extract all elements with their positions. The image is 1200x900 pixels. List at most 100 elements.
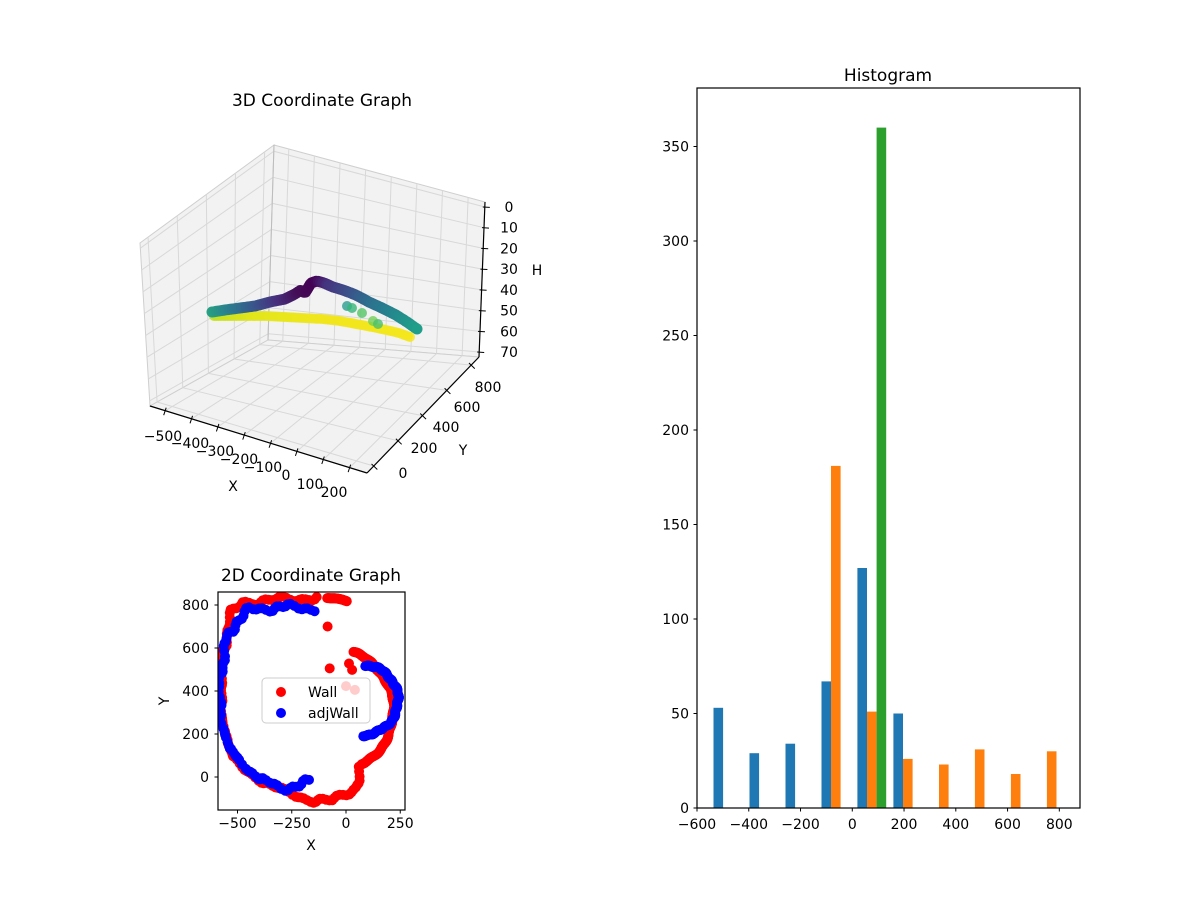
grid-line-3d: [156, 401, 374, 467]
stray-point-3d: [357, 308, 367, 318]
tick-label: 250: [387, 816, 414, 832]
tick-label: −300: [196, 444, 234, 460]
grid-line-3d: [176, 215, 184, 388]
tick-label: 0: [282, 468, 291, 484]
grid-line-3d: [282, 148, 290, 342]
tick-label: 20: [500, 241, 518, 257]
adjwall-3d-band: [405, 332, 415, 342]
grid-line-3d: [273, 150, 485, 208]
grid-line-3d: [217, 344, 335, 428]
tick-label: 0: [399, 466, 408, 482]
tick-mark: [371, 463, 378, 470]
grid-line-3d: [349, 355, 463, 468]
tick-label: 0: [200, 770, 209, 786]
grid-line-3d: [191, 342, 309, 420]
plot-2d-coordinate-graph: −500 −250 0 250 0 200 400 600 800: [182, 591, 414, 832]
axis-label-3d-y: Y: [458, 443, 468, 459]
grid-line-3d: [270, 349, 386, 444]
title-histogram: Histogram: [844, 66, 932, 86]
tick-label: 50: [671, 707, 689, 723]
tick-label: 400: [182, 684, 209, 700]
legend-box: Wall adjWall: [261, 677, 371, 724]
grid-line-3d: [233, 173, 236, 359]
tick-mark: [419, 413, 427, 420]
hist-bar: [713, 707, 724, 808]
grid-line-3d: [234, 358, 447, 391]
grid-line-3d: [307, 155, 315, 344]
axis-label-3d-z: H: [532, 263, 543, 279]
tick-label: 70: [500, 345, 518, 361]
grid-line-3d: [271, 228, 483, 270]
grid-line-3d: [436, 190, 444, 354]
hist-bar: [785, 743, 796, 808]
tick-label: 800: [182, 598, 209, 614]
axis-spine-3d: [366, 356, 480, 474]
grid-line-3d: [140, 150, 275, 249]
hist-bar: [939, 764, 949, 808]
tick-mark: [163, 407, 167, 416]
grid-line-3d: [147, 237, 158, 403]
tick-mark: [215, 423, 220, 432]
tick-label: −500: [144, 429, 182, 445]
hist-bar: [893, 713, 903, 808]
tick-mark: [294, 448, 299, 457]
tick-label: 60: [500, 324, 518, 340]
hist-bar: [876, 127, 887, 808]
tick-mark: [321, 456, 325, 465]
hist-bar: [867, 711, 877, 808]
axis-label-2d-y: Y: [157, 696, 173, 706]
grid-line-3d: [384, 176, 392, 350]
legend-label-wall: Wall: [308, 685, 337, 701]
tick-label: 50: [500, 304, 518, 320]
axes-box-2d: [217, 591, 406, 811]
grid-line-3d: [259, 344, 472, 366]
grid-line-3d: [243, 346, 360, 436]
grid-line-3d: [272, 202, 484, 249]
grid-line-3d: [268, 333, 480, 353]
tick-label: −200: [781, 817, 819, 833]
grid-line-3d: [144, 229, 272, 315]
hist-bar: [1010, 774, 1021, 808]
axis-label-2d-x: X: [306, 838, 316, 854]
histogram-bars: [713, 127, 1057, 808]
tick-mark: [395, 438, 403, 445]
axis-spine-3d: [149, 405, 368, 474]
tick-label: 200: [182, 727, 209, 743]
tick-label: 150: [662, 518, 689, 534]
tick-label: 800: [1046, 817, 1073, 833]
grid-line-3d: [142, 202, 273, 293]
legend-frame: [261, 677, 371, 724]
tick-label: 250: [662, 329, 689, 345]
grid-line-3d: [272, 176, 485, 229]
grid-line-3d: [141, 176, 274, 271]
tick-label: −250: [273, 816, 311, 832]
tick-mark: [347, 464, 352, 473]
tick-label: 100: [662, 612, 689, 628]
grid-line-3d: [461, 197, 469, 356]
grid-line-3d: [146, 281, 271, 358]
tick-label: 800: [475, 380, 502, 396]
hist-bar: [857, 568, 867, 808]
tick-label: 400: [433, 420, 460, 436]
legend-label-adjwall: adjWall: [308, 706, 359, 722]
tick-label: 400: [942, 817, 969, 833]
grid-line-3d: [208, 372, 423, 417]
wall-3d-band: [411, 323, 423, 335]
tick-label: 10: [500, 221, 518, 237]
legend-marker-wall: [276, 687, 286, 697]
tick-label: 600: [182, 641, 209, 657]
axes-box-histogram: [696, 87, 1081, 809]
tick-label: 200: [411, 441, 438, 457]
tick-mark: [189, 415, 194, 424]
tick-mark: [468, 362, 476, 369]
hist-bar: [1046, 751, 1057, 808]
grid-line-3d: [270, 255, 482, 291]
plot-histogram: −600 −400 −200 0 200 400 600 800 0 50 100 150 200 250…: [662, 87, 1081, 833]
hist-bar: [831, 465, 841, 808]
tick-label: −600: [678, 817, 716, 833]
tick-label: 300: [662, 234, 689, 250]
grid-line-3d: [322, 353, 437, 460]
tick-mark: [268, 440, 273, 448]
